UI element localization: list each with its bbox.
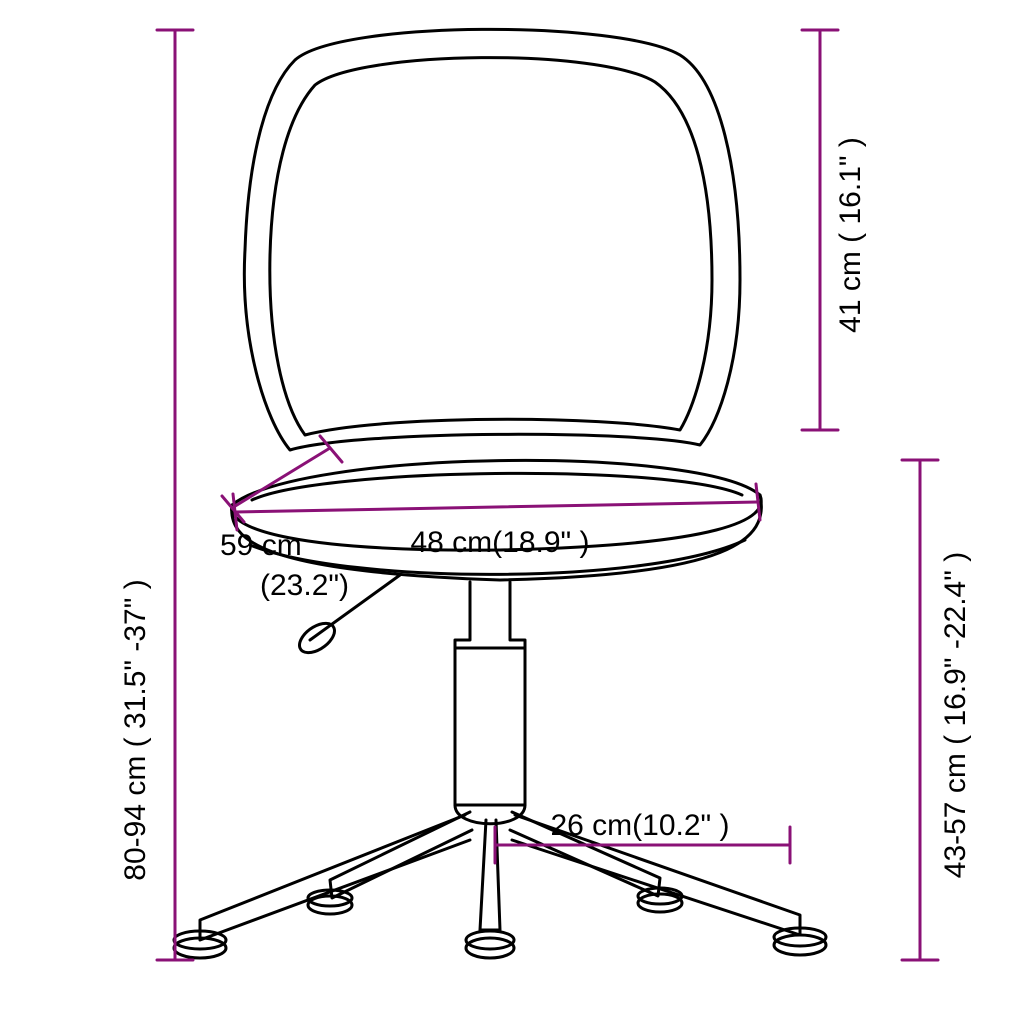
dim-backrest-height bbox=[802, 30, 838, 430]
dim-seat-height bbox=[902, 460, 938, 960]
label-seat-width: 48 cm(18.9" ) bbox=[410, 526, 589, 559]
dim-seat-width bbox=[233, 484, 760, 530]
dimension-diagram: 80-94 cm ( 31.5" -37" ) 41 cm ( 16.1" ) … bbox=[0, 0, 1024, 1024]
label-seat-depth: 59 cm bbox=[220, 529, 302, 562]
dim-total-height bbox=[157, 30, 193, 960]
label-backrest-height: 41 cm ( 16.1" ) bbox=[834, 137, 867, 333]
dimension-lines bbox=[157, 30, 938, 960]
dimension-labels: 80-94 cm ( 31.5" -37" ) 41 cm ( 16.1" ) … bbox=[119, 137, 972, 881]
label-seat-depth-in: (23.2") bbox=[260, 569, 349, 602]
label-total-height: 80-94 cm ( 31.5" -37" ) bbox=[119, 579, 152, 880]
label-seat-height: 43-57 cm ( 16.9" -22.4" ) bbox=[939, 552, 972, 878]
label-leg-radius: 26 cm(10.2" ) bbox=[550, 809, 729, 842]
